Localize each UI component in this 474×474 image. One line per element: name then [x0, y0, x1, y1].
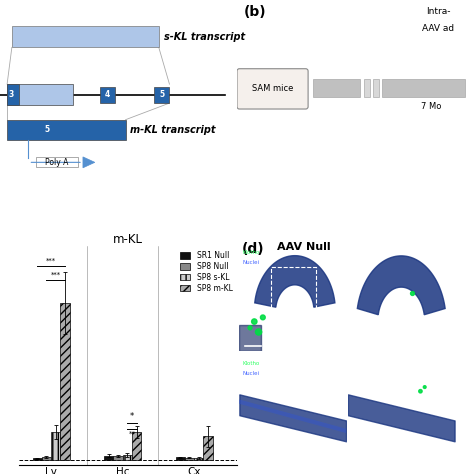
Text: m-KL transcript: m-KL transcript	[130, 125, 216, 135]
Point	[421, 383, 428, 391]
Text: DG: DG	[309, 448, 319, 454]
Point	[246, 324, 254, 332]
Polygon shape	[357, 256, 445, 315]
Polygon shape	[255, 255, 335, 307]
Title: m-KL: m-KL	[113, 234, 143, 246]
Text: Poly A: Poly A	[45, 158, 69, 166]
Bar	[194, 458, 203, 460]
Bar	[203, 437, 213, 460]
FancyBboxPatch shape	[237, 69, 308, 109]
Text: SAM mice: SAM mice	[252, 84, 293, 93]
Text: CA1: CA1	[285, 377, 301, 386]
Text: Intra-: Intra-	[426, 7, 451, 16]
FancyBboxPatch shape	[100, 87, 115, 103]
Text: AAV Null: AAV Null	[276, 242, 330, 252]
Text: Klotho: Klotho	[243, 250, 260, 255]
Text: 3: 3	[9, 91, 14, 99]
Text: **: **	[128, 431, 135, 437]
Bar	[271, 267, 316, 311]
FancyBboxPatch shape	[364, 79, 371, 97]
FancyBboxPatch shape	[36, 157, 78, 167]
Point	[255, 328, 263, 336]
FancyBboxPatch shape	[154, 87, 170, 103]
Legend: SR1 Null, SP8 Null, SP8 s-KL, SP8 m-KL: SR1 Null, SP8 Null, SP8 s-KL, SP8 m-KL	[179, 250, 233, 293]
Text: 5: 5	[45, 125, 50, 134]
FancyBboxPatch shape	[382, 79, 465, 97]
Text: (d): (d)	[242, 242, 264, 256]
Text: ***: ***	[46, 258, 56, 264]
Text: Klotho: Klotho	[243, 361, 260, 366]
Bar	[123, 455, 132, 460]
Text: 5: 5	[159, 91, 164, 99]
Text: Nuclei: Nuclei	[243, 260, 260, 265]
FancyBboxPatch shape	[373, 79, 379, 97]
FancyBboxPatch shape	[7, 84, 73, 106]
Bar	[185, 458, 194, 460]
Point	[417, 387, 424, 395]
Bar	[42, 456, 51, 460]
FancyBboxPatch shape	[7, 120, 126, 140]
Bar	[175, 457, 185, 460]
Bar	[51, 432, 60, 460]
Text: DG: DG	[312, 309, 322, 315]
Text: 7 Mo: 7 Mo	[421, 102, 441, 111]
Text: 4: 4	[105, 91, 110, 99]
Text: Nuclei: Nuclei	[243, 372, 260, 376]
Bar	[104, 456, 113, 460]
Text: ***: ***	[51, 272, 61, 278]
Bar	[33, 458, 42, 460]
Text: (b): (b)	[244, 5, 267, 19]
FancyBboxPatch shape	[7, 84, 19, 106]
Bar	[113, 456, 123, 460]
Text: s-KL transcript: s-KL transcript	[164, 32, 245, 42]
Point	[408, 290, 416, 297]
Polygon shape	[239, 325, 261, 351]
FancyBboxPatch shape	[313, 79, 360, 97]
Bar	[60, 303, 70, 460]
FancyBboxPatch shape	[12, 26, 159, 47]
Text: AAV ad: AAV ad	[422, 24, 455, 33]
Text: *: *	[130, 412, 134, 421]
Bar	[132, 432, 141, 460]
Polygon shape	[83, 157, 95, 168]
Point	[250, 318, 258, 325]
Point	[259, 314, 266, 321]
